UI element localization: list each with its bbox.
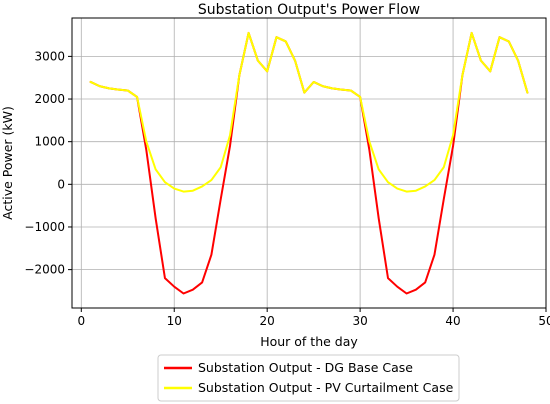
y-tick-label: 1000 bbox=[34, 135, 65, 149]
x-tick-label: 0 bbox=[77, 314, 85, 328]
x-tick-label: 20 bbox=[260, 314, 275, 328]
series-layer bbox=[89, 31, 529, 295]
y-tick-label: 2000 bbox=[34, 92, 65, 106]
chart-title: Substation Output's Power Flow bbox=[198, 2, 420, 18]
x-tick-label: 40 bbox=[445, 314, 460, 328]
y-tick-label: −1000 bbox=[24, 220, 65, 234]
series-line-0 bbox=[89, 31, 529, 295]
plot-area-frame bbox=[71, 17, 547, 309]
x-tick-label: 50 bbox=[538, 314, 550, 328]
x-axis-ticks: 0 10 20 30 40 50 bbox=[77, 308, 550, 328]
x-tick-label: 10 bbox=[167, 314, 182, 328]
legend-label-dg-base-case: Substation Output - DG Base Case bbox=[198, 360, 413, 375]
x-tick-label: 30 bbox=[352, 314, 367, 328]
y-tick-label: −2000 bbox=[24, 263, 65, 277]
legend: Substation Output - DG Base Case Substat… bbox=[157, 354, 460, 402]
series-line-1 bbox=[89, 31, 529, 193]
y-tick-label: 0 bbox=[57, 177, 65, 191]
legend-label-pv-curtailment-case: Substation Output - PV Curtailment Case bbox=[198, 380, 454, 395]
legend-frame bbox=[157, 354, 460, 402]
y-axis-ticks: −2000 −1000 0 1000 2000 3000 bbox=[24, 49, 72, 277]
x-axis-label: Hour of the day bbox=[260, 334, 358, 349]
y-axis-label: Active Power (kW) bbox=[0, 106, 15, 220]
grid-lines bbox=[72, 18, 547, 308]
y-tick-label: 3000 bbox=[34, 49, 65, 63]
